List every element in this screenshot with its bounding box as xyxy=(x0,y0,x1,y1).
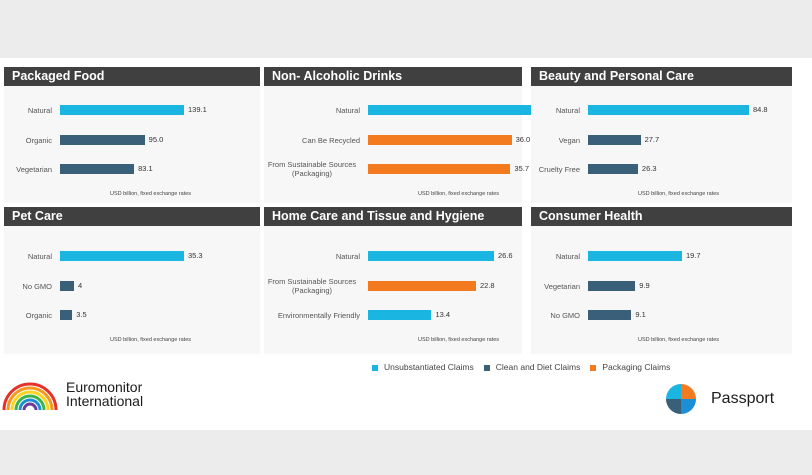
bar xyxy=(588,251,682,261)
chart-panel: Beauty and Personal Care Natural 84.8 Vegan… xyxy=(531,67,792,203)
passport-logo-icon xyxy=(666,384,696,414)
data-label: 84.8 xyxy=(753,105,768,114)
chart-title: Non- Alcoholic Drinks xyxy=(264,67,522,86)
bar xyxy=(368,310,432,320)
bar xyxy=(60,310,73,320)
bar xyxy=(368,281,476,291)
legend-swatch-icon xyxy=(483,364,490,371)
data-label: 4 xyxy=(78,281,83,290)
legend: Unsubstantiated Claims Clean and Diet Cla… xyxy=(372,362,680,374)
euromonitor-line2: International xyxy=(66,392,144,409)
unit-note: USD billion, fixed exchange rates xyxy=(110,191,192,197)
data-label: 36.0 xyxy=(515,135,531,144)
unit-note: USD billion, fixed exchange rates xyxy=(638,191,720,197)
bar xyxy=(60,281,75,291)
category-label: Organic xyxy=(25,136,52,145)
data-label: 26.6 xyxy=(498,251,513,260)
data-label: 13.4 xyxy=(435,310,451,319)
bar xyxy=(60,105,184,115)
legend-label: Packaging Claims xyxy=(602,362,671,372)
unit-note: USD billion, fixed exchange rates xyxy=(638,337,720,343)
unit-note: USD billion, fixed exchange rates xyxy=(110,337,192,343)
data-label: 83.1 xyxy=(138,164,153,173)
data-label: 9.1 xyxy=(635,310,646,319)
legend-label: Clean and Diet Claims xyxy=(495,362,581,372)
category-label: Vegetarian xyxy=(544,282,580,291)
bar xyxy=(368,251,494,261)
bar xyxy=(60,251,184,261)
category-label: Natural xyxy=(335,106,360,115)
chart-panel: Home Care and Tissue and Hygiene Natural 2… xyxy=(264,207,522,354)
euromonitor-wordmark: Euromonitor International xyxy=(66,379,144,409)
bar xyxy=(588,105,749,115)
category-label: Natural xyxy=(335,252,360,261)
chart-title: Beauty and Personal Care xyxy=(531,67,792,86)
category-label: Natural xyxy=(555,106,580,115)
category-label: Vegetarian xyxy=(16,165,52,174)
chart-title: Home Care and Tissue and Hygiene xyxy=(264,207,522,226)
category-label: From Sustainable Sources (Packaging) xyxy=(267,160,357,178)
bar xyxy=(60,164,135,174)
data-label: 27.7 xyxy=(644,135,660,144)
legend-item: Packaging Claims xyxy=(590,362,670,372)
bar xyxy=(588,164,638,174)
data-label: 139.1 xyxy=(188,105,207,114)
chart-body xyxy=(4,226,260,354)
category-label: Cruelty Free xyxy=(538,165,580,174)
data-label: 26.3 xyxy=(641,164,657,173)
bar xyxy=(368,135,512,145)
data-label: 35.7 xyxy=(514,164,530,173)
chart-panel: Packaged Food Natural 139.1 Organic 95.0 Vege… xyxy=(4,67,260,203)
chart-panel: Non- Alcoholic DrinksNatural72.7Can Be R… xyxy=(264,67,677,203)
legend-item: Clean and Diet Claims xyxy=(483,362,581,372)
passport-wordmark: Passport xyxy=(711,390,775,407)
bar xyxy=(588,310,632,320)
bar xyxy=(368,164,511,174)
category-label: Organic xyxy=(25,311,52,320)
chart-panel: Consumer Health Natural 19.7 Vegetarian 9.9 N… xyxy=(531,207,792,354)
bar xyxy=(368,105,658,115)
category-label: Vegan xyxy=(558,136,580,145)
bar xyxy=(588,281,636,291)
chart-title: Consumer Health xyxy=(531,207,792,226)
euromonitor-line1: Euromonitor xyxy=(66,379,143,395)
euromonitor-logo-icon xyxy=(2,382,58,411)
category-label: Environmentally Friendly xyxy=(277,311,360,320)
legend-item: Unsubstantiated Claims xyxy=(372,362,474,372)
bar xyxy=(60,135,145,145)
legend-swatch-icon xyxy=(590,364,597,371)
category-label: Natural xyxy=(27,106,52,115)
data-label: 9.9 xyxy=(639,281,650,290)
data-label: 3.5 xyxy=(76,310,87,319)
category-label: Can Be Recycled xyxy=(302,136,360,145)
legend-swatch-icon xyxy=(372,364,378,371)
legend-label: Unsubstantiated Claims xyxy=(384,362,474,372)
chart-panel: Pet Care Natural 35.3 No GMO 4 Organic 3.5 USD … xyxy=(4,207,260,354)
category-label: From Sustainable Sources (Packaging) xyxy=(267,277,357,295)
data-label: 95.0 xyxy=(148,135,164,144)
chart-title: Pet Care xyxy=(4,207,260,226)
chart-body xyxy=(531,226,792,354)
category-label: No GMO xyxy=(550,311,580,320)
chart-title: Packaged Food xyxy=(4,67,260,86)
bar xyxy=(588,135,641,145)
unit-note: USD billion, fixed exchange rates xyxy=(418,337,500,343)
category-label: Natural xyxy=(555,252,580,261)
data-label: 22.8 xyxy=(480,281,495,290)
data-label: 19.7 xyxy=(686,251,701,260)
category-label: Natural xyxy=(27,252,52,261)
data-label: 35.3 xyxy=(188,251,203,260)
category-label: No GMO xyxy=(22,282,52,291)
unit-note: USD billion, fixed exchange rates xyxy=(418,191,500,197)
